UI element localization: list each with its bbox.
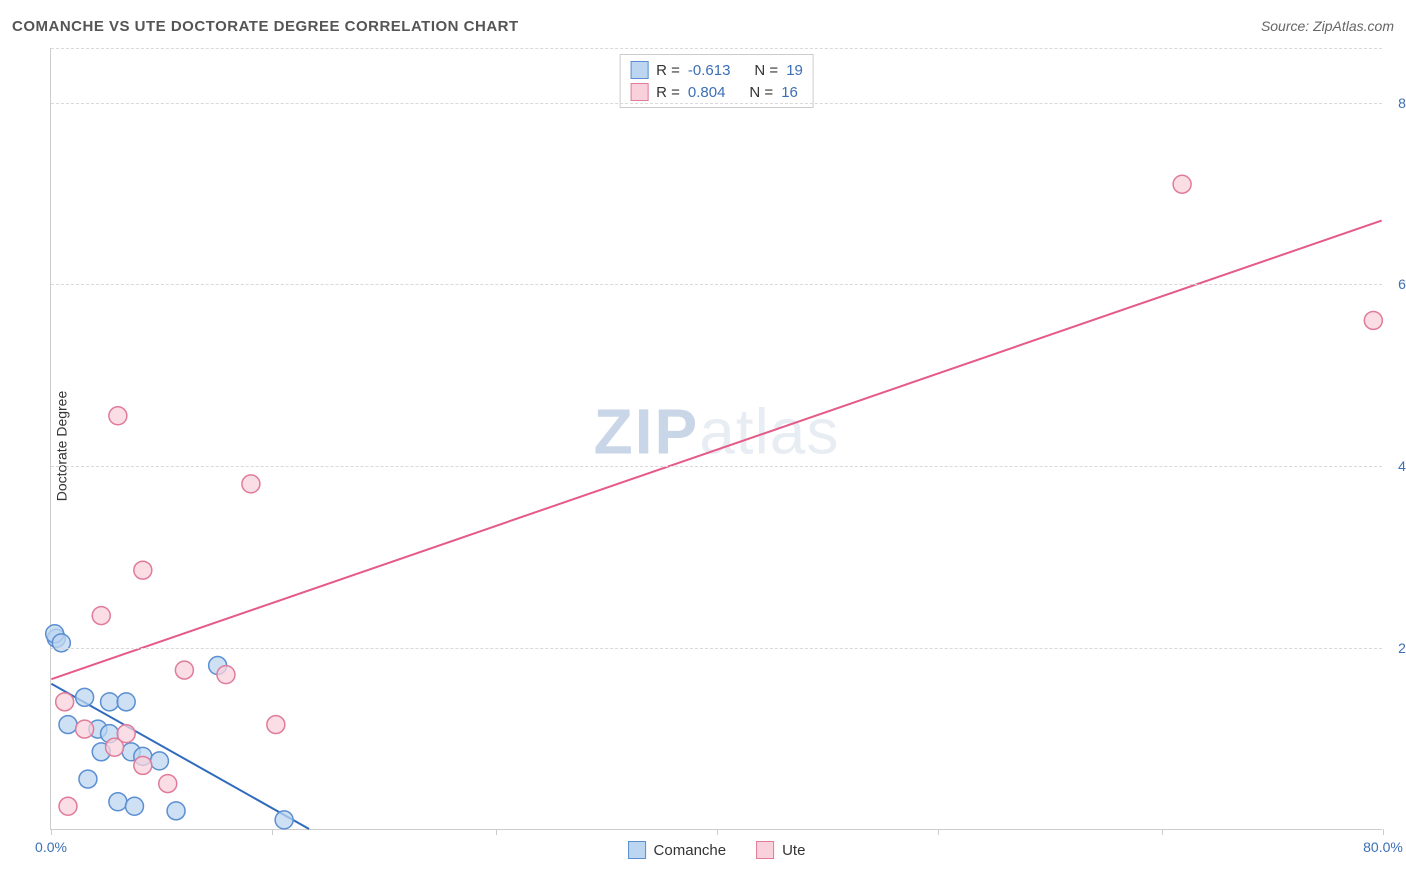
data-point [126,797,144,815]
grid-line [51,103,1382,104]
data-point [109,407,127,425]
grid-line [51,48,1382,49]
swatch-ute [630,83,648,101]
data-point [92,607,110,625]
data-point [59,716,77,734]
r-value-comanche: -0.613 [688,62,731,79]
x-tick-mark [1162,829,1163,835]
legend-item-comanche: Comanche [628,841,727,859]
data-point [117,693,135,711]
data-point [217,666,235,684]
n-label: N = [749,84,773,101]
x-tick-mark [272,829,273,835]
plot-area: ZIPatlas R = -0.613 N = 19 R = 0.804 N =… [50,48,1382,830]
x-tick-label: 80.0% [1363,839,1403,855]
stats-row-ute: R = 0.804 N = 16 [630,81,803,103]
n-value-ute: 16 [781,84,798,101]
data-point [101,693,119,711]
n-value-comanche: 19 [786,62,803,79]
y-tick-label: 4.0% [1386,458,1406,474]
x-tick-mark [1383,829,1384,835]
r-label: R = [656,84,680,101]
data-point [134,561,152,579]
stats-row-comanche: R = -0.613 N = 19 [630,59,803,81]
data-point [275,811,293,829]
x-tick-mark [938,829,939,835]
data-point [59,797,77,815]
r-label: R = [656,62,680,79]
legend-swatch-ute [756,841,774,859]
swatch-comanche [630,61,648,79]
y-tick-label: 6.0% [1386,276,1406,292]
data-point [150,752,168,770]
title-bar: COMANCHE VS UTE DOCTORATE DEGREE CORRELA… [12,18,1394,42]
x-tick-mark [717,829,718,835]
data-point [167,802,185,820]
x-tick-mark [51,829,52,835]
x-tick-label: 0.0% [35,839,67,855]
grid-line [51,648,1382,649]
legend-item-ute: Ute [756,841,805,859]
data-point [134,756,152,774]
chart-title: COMANCHE VS UTE DOCTORATE DEGREE CORRELA… [12,18,519,35]
legend-label-ute: Ute [782,842,805,859]
x-tick-mark [496,829,497,835]
y-tick-label: 8.0% [1386,95,1406,111]
series-legend: Comanche Ute [628,841,806,859]
data-point [56,693,74,711]
legend-swatch-comanche [628,841,646,859]
data-point [267,716,285,734]
data-point [79,770,97,788]
data-point [106,738,124,756]
data-point [1173,175,1191,193]
stats-legend: R = -0.613 N = 19 R = 0.804 N = 16 [619,54,814,108]
data-point [1364,311,1382,329]
regression-line [51,221,1381,680]
data-point [109,793,127,811]
data-point [76,688,94,706]
n-label: N = [754,62,778,79]
data-point [242,475,260,493]
data-point [76,720,94,738]
data-point [159,775,177,793]
grid-line [51,466,1382,467]
chart-container: COMANCHE VS UTE DOCTORATE DEGREE CORRELA… [0,0,1406,892]
data-point [175,661,193,679]
source-label: Source: ZipAtlas.com [1261,18,1394,34]
grid-line [51,284,1382,285]
y-tick-label: 2.0% [1386,640,1406,656]
chart-svg [51,48,1382,829]
r-value-ute: 0.804 [688,84,726,101]
legend-label-comanche: Comanche [654,842,727,859]
